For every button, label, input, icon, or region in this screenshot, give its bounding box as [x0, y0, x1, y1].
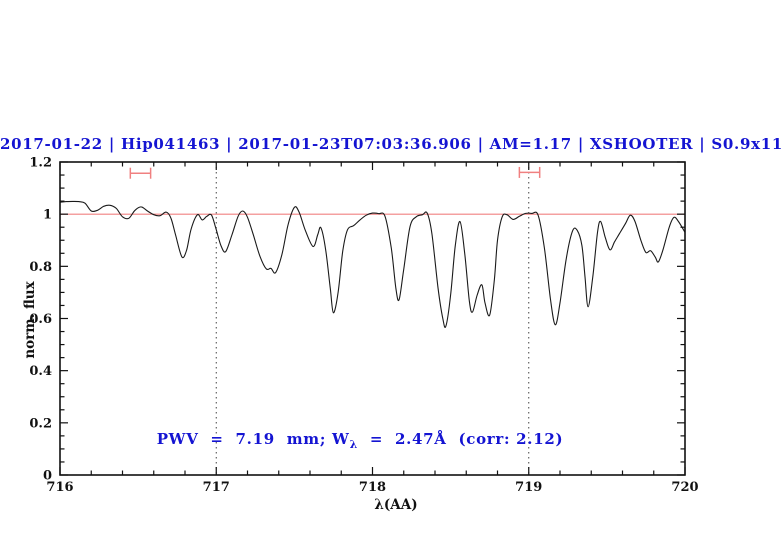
- x-tick-label: 716: [46, 480, 73, 495]
- pwv-annotation-prefix: PWV = 7.19 mm; W: [156, 430, 350, 448]
- y-tick-label: 0.8: [29, 260, 52, 275]
- y-tick-label: 0.4: [29, 364, 52, 379]
- y-tick-label: 0.6: [29, 312, 52, 327]
- y-tick-label: 1.2: [29, 156, 52, 171]
- y-tick-label: 0: [43, 469, 52, 484]
- x-tick-label: 719: [515, 480, 542, 495]
- x-tick-label: 720: [671, 480, 698, 495]
- lambda-subscript: λ: [349, 438, 358, 451]
- x-tick-label: 717: [203, 480, 230, 495]
- y-axis-label: norm. flux: [22, 281, 38, 359]
- x-axis-label: λ(AA): [374, 497, 418, 513]
- pwv-annotation: PWV = 7.19 mm; Wλ = 2.47Å (corr: 2.12): [133, 412, 563, 469]
- band-range-marker: [129, 167, 152, 179]
- plot-frame: [59, 161, 686, 476]
- observed-telluric-spectrum: [59, 200, 686, 328]
- pwv-annotation-suffix: = 2.47Å (corr: 2.12): [357, 430, 564, 448]
- y-tick-label: 1: [43, 208, 52, 223]
- plot-title: 2017-01-22 | Hip041463 | 2017-01-23T07:0…: [0, 135, 782, 153]
- band-range-marker: [518, 166, 541, 178]
- x-tick-label: 718: [359, 480, 386, 495]
- y-tick-label: 0.2: [29, 416, 52, 431]
